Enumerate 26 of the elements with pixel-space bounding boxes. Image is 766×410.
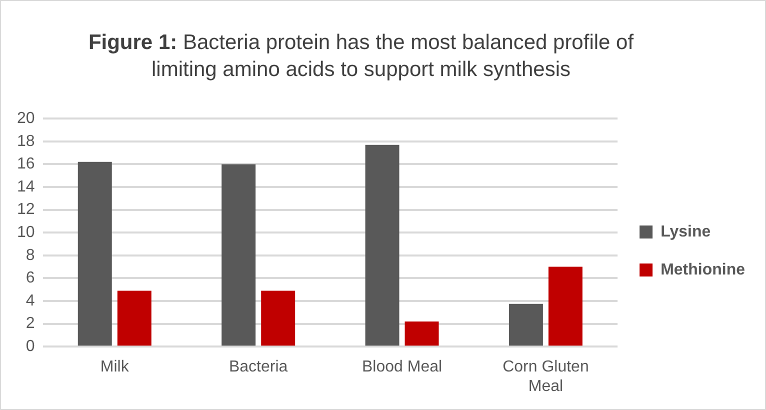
bar [78, 162, 112, 346]
x-tick-label: Milk [100, 358, 130, 376]
y-tick-label: 8 [26, 246, 35, 264]
y-tick-label: 12 [17, 201, 35, 218]
y-tick-label: 2 [26, 315, 35, 332]
y-tick-label: 18 [17, 132, 35, 150]
bar [117, 290, 152, 346]
bar [404, 322, 439, 346]
x-tick-label: Corn Gluten Meal [502, 358, 589, 395]
bar [222, 164, 256, 346]
bar [508, 304, 543, 346]
x-tick-label: Blood Meal [362, 358, 442, 376]
x-tick-label: Bacteria [228, 358, 288, 376]
y-tick-label: 20 [17, 110, 35, 128]
y-tick-label: 6 [26, 270, 35, 287]
legend-label: Lysine [660, 223, 711, 240]
bar [365, 144, 400, 346]
bar [261, 290, 296, 346]
y-tick-label: 16 [17, 156, 35, 173]
bar [548, 266, 582, 346]
y-tick-label: 0 [26, 338, 35, 356]
y-tick-label: 14 [17, 178, 35, 196]
y-tick-label: 10 [17, 224, 35, 242]
y-tick-label: 4 [26, 292, 35, 310]
chart-title: Figure 1: Bacteria protein has the most balanced profile of limiting amino acids to support milk synthesis [88, 31, 634, 81]
legend-label: Methionine [660, 261, 746, 278]
